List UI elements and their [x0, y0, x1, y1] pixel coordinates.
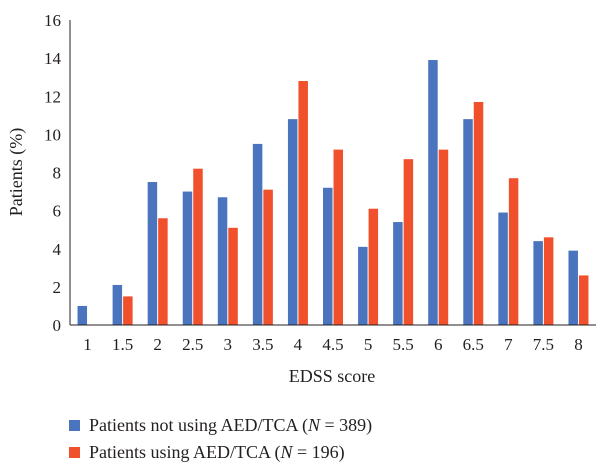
bar-not-using [533, 241, 543, 325]
y-tick-label: 16 [44, 11, 61, 30]
bar-not-using [568, 250, 578, 325]
x-tick-label: 3 [224, 335, 233, 354]
bar-not-using [323, 187, 333, 325]
legend-label-prefix: Patients using AED/TCA ( [89, 442, 281, 463]
bar-not-using [77, 305, 88, 325]
bar-using [403, 159, 414, 325]
bar-not-using [182, 191, 193, 325]
legend-label-prefix: Patients not using AED/TCA ( [89, 415, 308, 436]
bar-using [158, 218, 168, 325]
bar-not-using [463, 119, 473, 325]
legend-swatch-not-using [69, 420, 80, 431]
legend-item-using: Patients using AED/TCA (N = 196) [69, 442, 345, 463]
x-tick-label: 4.5 [322, 335, 343, 354]
bar-not-using [147, 182, 158, 325]
bar-using [578, 275, 589, 325]
x-axis-title: EDSS score [289, 366, 376, 386]
bar-not-using [498, 212, 508, 325]
bar-using [228, 227, 238, 325]
series-not-using-aed-tca [77, 60, 578, 325]
bar-not-using [287, 119, 298, 325]
y-tick-labels: 0 2 4 6 8 10 12 14 16 [44, 11, 62, 335]
legend-label-suffix: = 196) [293, 442, 345, 463]
bar-using [543, 237, 554, 325]
legend-label-suffix: = 389) [320, 415, 372, 436]
y-tick-label: 14 [44, 49, 62, 68]
x-tick-label: 1 [83, 335, 92, 354]
y-tick-label: 6 [53, 202, 62, 221]
x-tick-labels: 1 1.5 2 2.5 3 3.5 4 4.5 5 5.5 6 6.5 7 7.5 8 [83, 335, 582, 354]
bar-using [368, 208, 379, 325]
bar-using [298, 81, 308, 325]
bar-not-using [217, 197, 228, 325]
y-axis-title: Patients (%) [6, 128, 27, 216]
bar-not-using [112, 284, 123, 325]
x-tick-label: 6 [434, 335, 443, 354]
plot-area [77, 60, 589, 325]
x-tick-label: 7 [504, 335, 513, 354]
legend: Patients not using AED/TCA (N = 389) Pat… [69, 415, 372, 463]
y-tick-label: 4 [53, 240, 62, 259]
bar-using [438, 149, 449, 325]
bar-not-using [252, 143, 263, 325]
bar-using [263, 189, 273, 325]
legend-label-using: Patients using AED/TCA (N = 196) [89, 442, 345, 463]
y-tick-label: 0 [53, 316, 62, 335]
y-tick-label: 2 [53, 278, 62, 297]
bar-using [193, 168, 203, 325]
bar-not-using [428, 60, 438, 325]
x-tick-label: 6.5 [463, 335, 484, 354]
bar-using [473, 101, 484, 325]
x-tick-label: 2 [153, 335, 162, 354]
x-tick-label: 8 [574, 335, 583, 354]
bar-not-using [393, 222, 403, 325]
y-tick-label: 10 [44, 125, 61, 144]
legend-label-not-using: Patients not using AED/TCA (N = 389) [89, 415, 372, 436]
legend-label-n: N [280, 442, 294, 462]
x-tick-label: 7.5 [533, 335, 554, 354]
bar-using [123, 296, 133, 325]
x-tick-label: 5.5 [393, 335, 414, 354]
bar-not-using [358, 246, 368, 325]
x-tick-label: 5 [364, 335, 373, 354]
x-tick-label: 3.5 [252, 335, 273, 354]
x-tick-label: 1.5 [112, 335, 133, 354]
legend-item-not-using: Patients not using AED/TCA (N = 389) [69, 415, 372, 436]
series-using-aed-tca [123, 81, 589, 325]
x-tick-label: 2.5 [182, 335, 203, 354]
y-tick-label: 12 [44, 87, 61, 106]
bar-using [508, 178, 519, 325]
x-tick-label: 4 [294, 335, 303, 354]
legend-swatch-using [69, 447, 80, 458]
legend-label-n: N [307, 415, 321, 435]
bar-using [333, 149, 343, 325]
y-tick-label: 8 [53, 164, 62, 183]
